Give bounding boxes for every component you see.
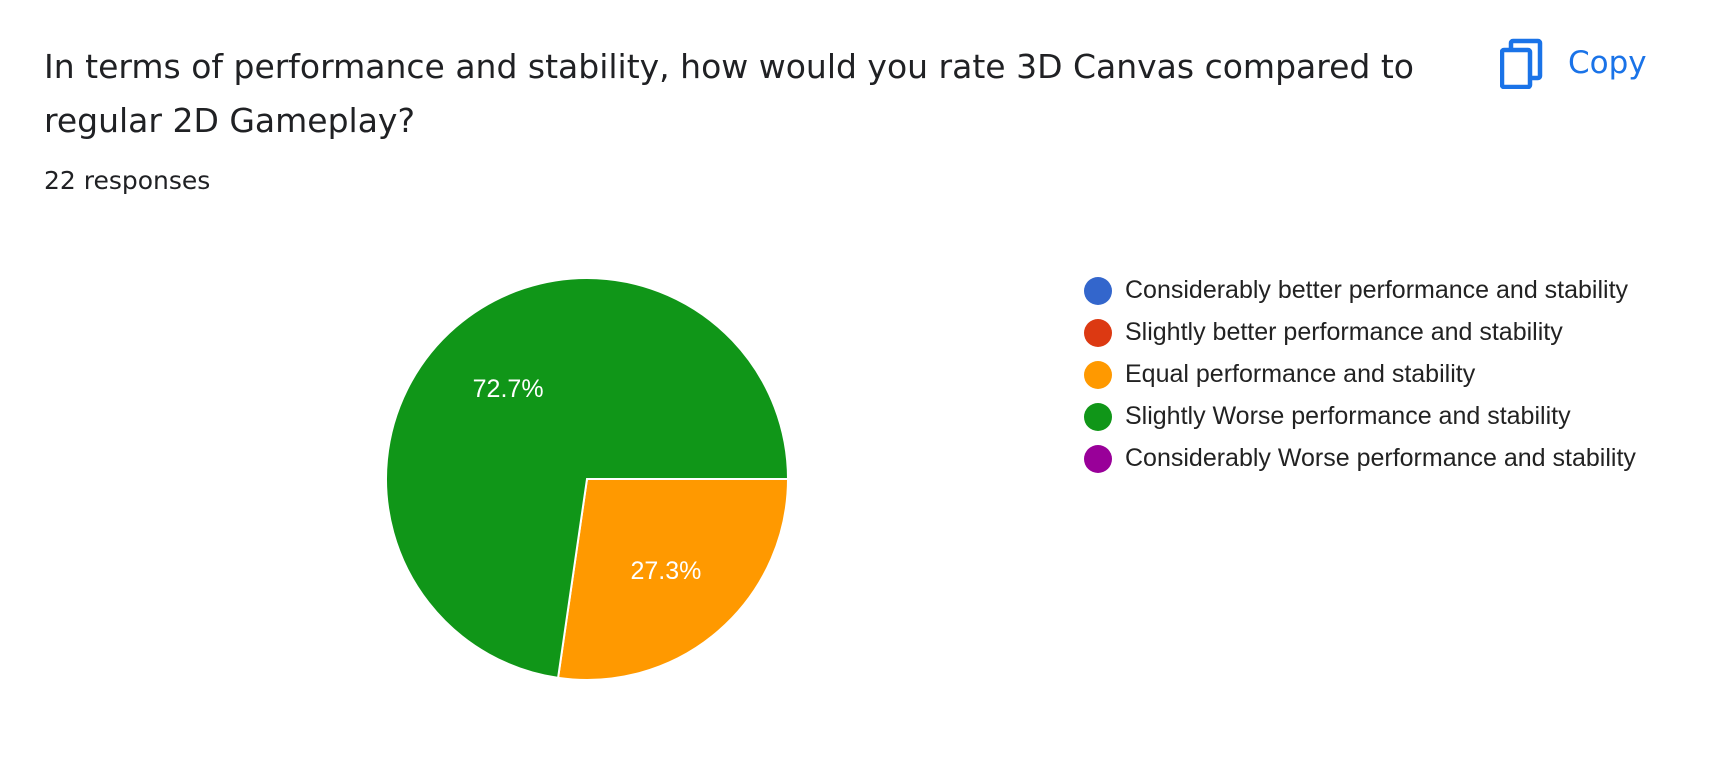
response-count: 22 responses — [44, 166, 211, 195]
legend-swatch — [1084, 277, 1112, 305]
question-title: In terms of performance and stability, h… — [44, 47, 1414, 140]
legend-label: Considerably Worse performance and stabi… — [1125, 444, 1636, 472]
pie-slice-3 — [385, 277, 790, 680]
legend-item: Considerably Worse performance and stabi… — [1084, 440, 1644, 476]
legend-swatch — [1084, 361, 1112, 389]
legend-label: Considerably better performance and stab… — [1125, 276, 1629, 304]
legend-label: Equal performance and stability — [1125, 360, 1476, 388]
legend-swatch — [1084, 319, 1112, 347]
pie-slice-label-2: 27.3% — [630, 557, 701, 585]
legend-swatch — [1084, 403, 1112, 431]
legend-label: Slightly Worse performance and stability — [1125, 402, 1571, 430]
legend-item: Considerably better performance and stab… — [1084, 272, 1644, 308]
legend-item: Slightly Worse performance and stability — [1084, 398, 1644, 434]
copy-button[interactable]: Copy — [1500, 30, 1647, 96]
pie-slice-2 — [556, 478, 790, 681]
pie-slice-label-3: 72.7% — [473, 375, 544, 403]
chart-legend: Considerably better performance and stab… — [1084, 272, 1644, 482]
legend-label: Slightly better performance and stabilit… — [1125, 318, 1563, 346]
legend-item: Slightly better performance and stabilit… — [1084, 314, 1644, 350]
copy-label: Copy — [1568, 45, 1647, 81]
legend-item: Equal performance and stability — [1084, 356, 1644, 392]
legend-swatch — [1084, 445, 1112, 473]
copy-icon — [1500, 37, 1544, 89]
